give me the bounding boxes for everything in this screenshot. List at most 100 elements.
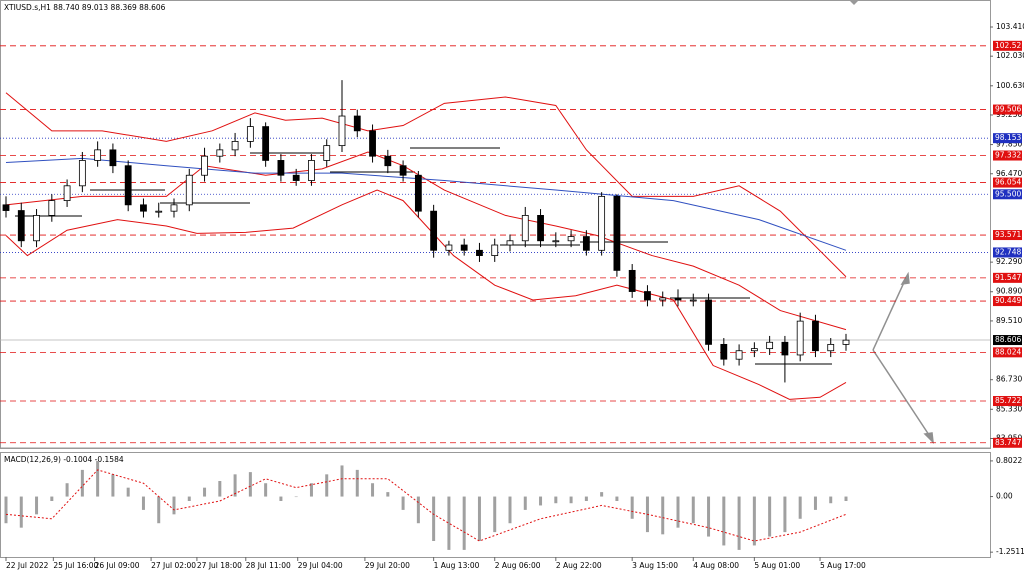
candle-body [812,320,819,352]
candle-body [750,348,758,352]
y-tick-label: 97.850 [996,140,1022,149]
candle-body [109,149,117,167]
y-tick-label: 92.290 [996,257,1022,266]
level-label: 90.449 [995,296,1021,305]
candle-body [720,343,728,360]
signal-line [5,469,847,542]
macd-bar [172,496,176,515]
macd-bar [752,496,756,546]
macd-title: MACD(12,26,9) -0.1004 -0.1584 [4,455,124,464]
y-tick-label: 0.8022 [996,456,1022,465]
candle-body [140,204,147,212]
level-label: 83.747 [995,438,1021,447]
candle-body [323,145,331,161]
y-tick-label: 100.630 [996,81,1024,90]
macd-bar [386,492,390,497]
macd-bar [508,496,512,524]
y-tick-label: 0.00 [996,492,1013,501]
candle-body [705,299,712,345]
level-box [993,296,1022,307]
macd-bar [233,474,237,497]
level-label: 98.153 [995,133,1021,142]
x-tick-label: 5 Aug 01:00 [754,561,800,570]
level-label: 95.500 [995,189,1021,198]
macd-bar [615,496,619,501]
macd-bar [35,496,39,515]
macd-bar [264,483,268,497]
macd-bar [401,496,405,510]
candle-body [644,291,651,301]
candle-body [231,141,239,151]
level-box [993,189,1022,200]
macd-bar [65,483,69,497]
arrow-head [900,271,910,285]
macd-bar [462,496,466,550]
candle-body [567,236,575,242]
candle-body [384,155,392,167]
candle-body [63,185,71,202]
candle-body [262,126,270,161]
level-label: 88.024 [995,347,1021,356]
candle-body [94,149,102,161]
macd-bar [80,469,84,497]
macd-bar [371,483,375,497]
level-box [993,247,1022,258]
candle-body [689,299,697,302]
candle-body [460,244,468,251]
arrow-down [872,349,932,439]
macd-bar [279,496,283,501]
x-tick-label: 1 Aug 13:00 [434,561,480,570]
candle-body [766,341,774,350]
level-box [993,437,1022,448]
candle-body [537,215,544,242]
macd-bar [768,496,772,537]
candle-body [582,236,590,251]
candle-body [124,165,132,206]
level-box [993,335,1022,346]
candle-body [476,249,483,256]
candle-body [399,165,407,176]
macd-bar [294,496,298,498]
level-box [993,396,1022,407]
macd-bar [722,496,726,546]
candle-body [781,341,789,356]
candle-body [33,215,40,242]
macd-bar [477,496,481,541]
macd-bar [554,496,558,504]
candle-body [78,160,86,187]
x-tick-label: 27 Jul 18:00 [197,561,242,570]
candle-body [308,160,315,181]
x-tick-label: 22 Jul 2022 [6,561,49,570]
macd-bar [432,496,436,541]
macd-pane [0,452,991,558]
indicator-line [5,157,847,251]
scroll-marker [850,1,858,5]
level-box [993,133,1022,144]
x-tick-label: 29 Jul 04:00 [298,561,343,570]
macd-bar [416,496,420,524]
candle-body [827,343,835,352]
level-label: 96.054 [995,178,1021,187]
macd-bar [325,474,329,497]
macd-bar [111,474,115,497]
x-tick-label: 4 Aug 08:00 [693,561,739,570]
macd-bar [630,496,634,519]
x-tick-label: 26 Jul 09:00 [95,561,140,570]
level-label: 85.722 [995,396,1021,405]
macd-bar [4,496,8,524]
y-tick-label: 90.890 [996,287,1022,296]
x-tick-label: 27 Jul 02:00 [151,561,196,570]
candle-body [338,115,346,147]
macd-bar [340,465,344,497]
candle-body [521,215,529,242]
macd-bar [203,487,207,497]
candle-body [552,240,560,243]
x-tick-label: 3 Aug 15:00 [632,561,678,570]
y-tick-label: 89.510 [996,316,1022,325]
candle-body [735,350,743,360]
y-tick-label: 85.330 [996,404,1022,413]
macd-bar [539,496,543,506]
candle-body [598,195,606,251]
x-tick-label: 5 Aug 17:00 [820,561,866,570]
